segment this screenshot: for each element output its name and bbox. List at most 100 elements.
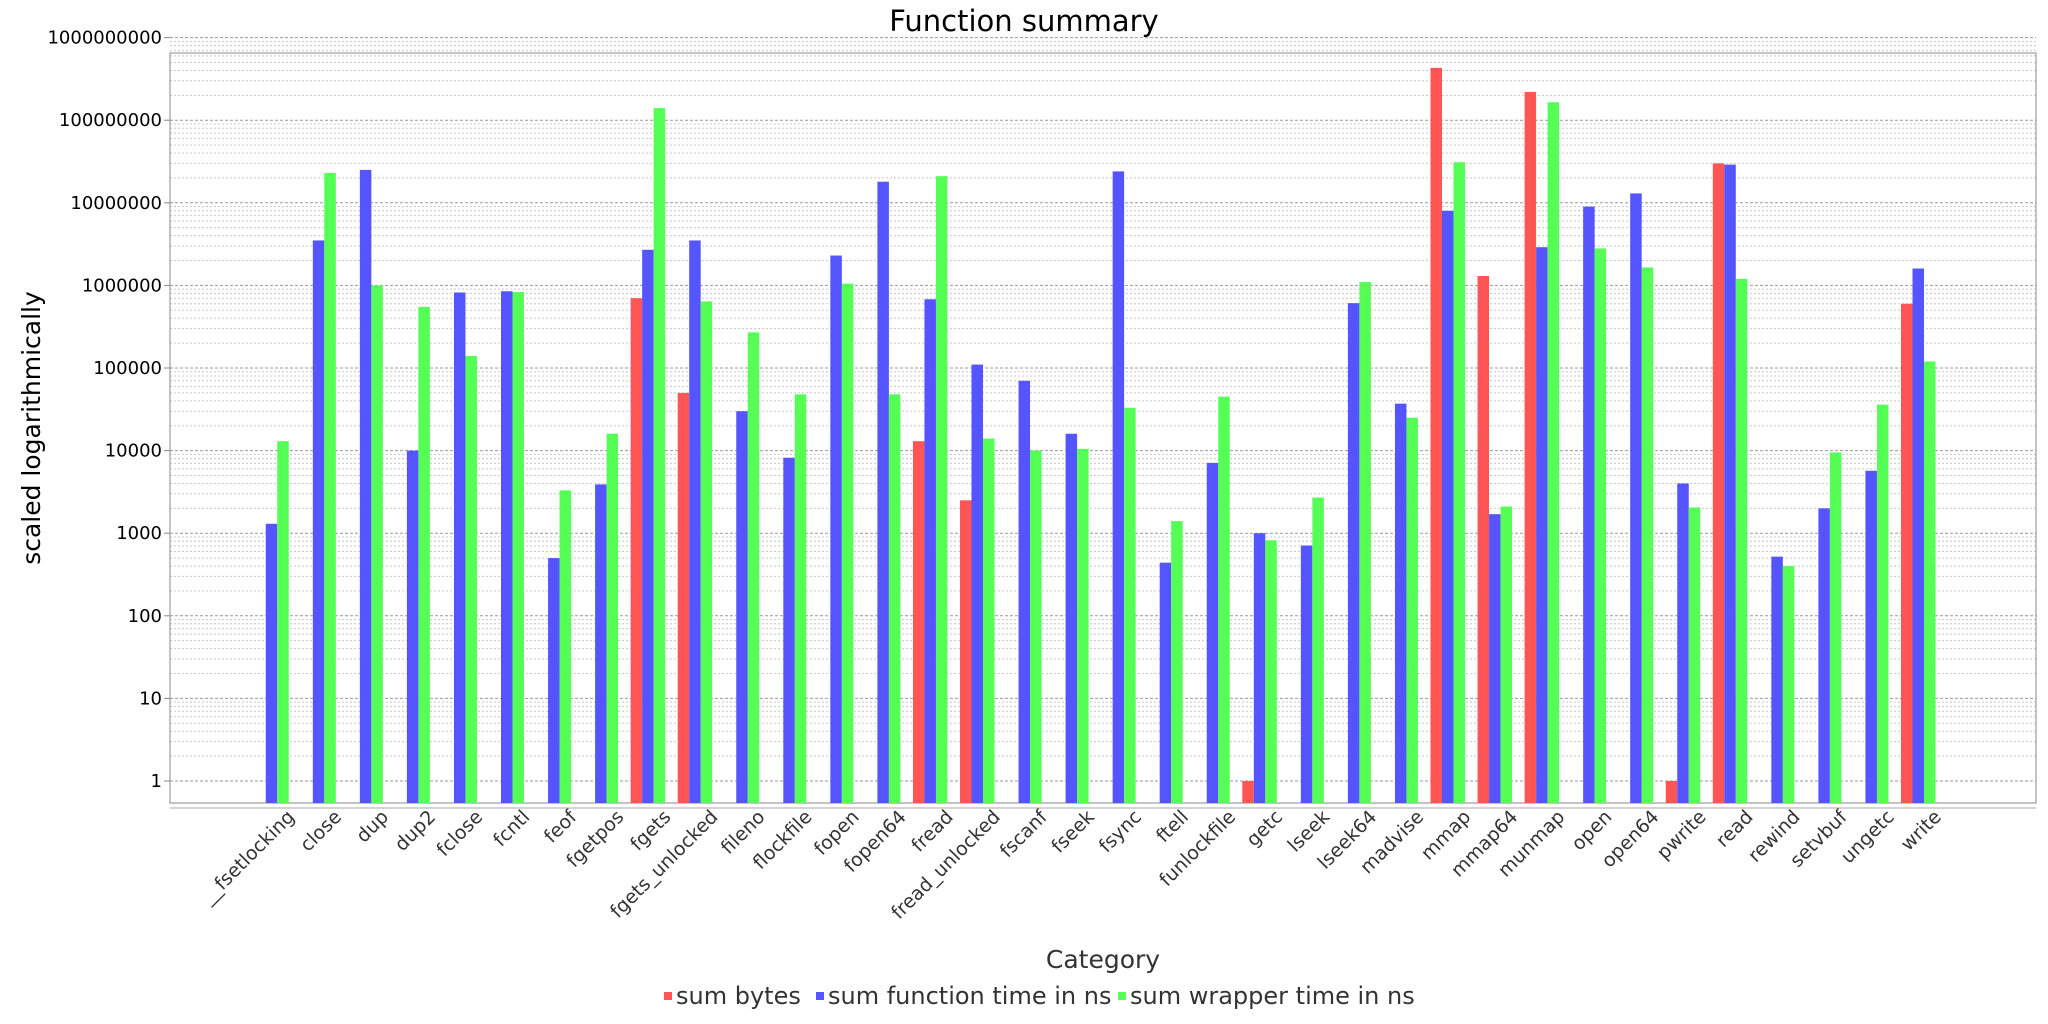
- x-tick-label: fscanf: [996, 805, 1053, 862]
- bar-__fsetlocking-2: [277, 441, 289, 803]
- bar-lseek-1: [1300, 545, 1313, 803]
- bar-fseek-1: [1065, 433, 1078, 803]
- bar-fgetpos-1: [595, 484, 607, 803]
- x-tick-label: ungetc: [1837, 806, 1899, 868]
- x-tick-label: close: [296, 806, 346, 856]
- bar-feof-2: [559, 490, 572, 803]
- bar-getc-1: [1253, 533, 1266, 803]
- bar-open64-1: [1630, 193, 1642, 803]
- bar-fread-2: [935, 176, 948, 803]
- bar-getc-0: [1242, 781, 1254, 803]
- bar-fsync-2: [1124, 407, 1136, 803]
- bar-pwrite-1: [1677, 483, 1689, 803]
- bar-mmap64-1: [1489, 514, 1501, 803]
- bar-fread_unlocked-2: [983, 438, 995, 803]
- bar-mmap-0: [1430, 67, 1442, 803]
- bar-funlockfile-1: [1206, 462, 1219, 803]
- bar-fread_unlocked-0: [960, 500, 972, 803]
- bar-flockfile-2: [794, 394, 807, 803]
- bar-mmap-2: [1453, 162, 1465, 803]
- bar-madvise-1: [1394, 403, 1407, 803]
- x-axis-label: Category: [1046, 945, 1160, 974]
- y-tick-label: 10000: [105, 441, 162, 462]
- bar-dup-1: [359, 169, 372, 803]
- bars-group: [265, 67, 1936, 804]
- bar-fgets-0: [630, 298, 643, 803]
- bar-pwrite-2: [1688, 507, 1701, 803]
- y-tick-label: 100: [128, 606, 162, 627]
- bar-dup2-1: [406, 450, 419, 803]
- y-tick-label: 10000000: [70, 193, 162, 214]
- bar-ungetc-1: [1865, 470, 1877, 803]
- bar-fgetpos-2: [606, 433, 619, 803]
- legend-label: sum wrapper time in ns: [1130, 982, 1415, 1010]
- bar-ftell-2: [1171, 521, 1183, 803]
- bar-fread_unlocked-1: [971, 364, 983, 803]
- bar-munmap-2: [1547, 102, 1560, 804]
- bar-fopen-2: [841, 283, 854, 803]
- x-tick-label: ftell: [1152, 806, 1193, 847]
- bar-fscanf-1: [1018, 380, 1031, 803]
- x-tick-label: __fsetlocking: [196, 806, 299, 909]
- bar-close-1: [312, 240, 325, 803]
- bar-__fsetlocking-1: [265, 523, 278, 803]
- bar-write-1: [1912, 268, 1924, 803]
- bar-fopen64-1: [877, 181, 889, 803]
- bar-pwrite-0: [1665, 781, 1678, 803]
- x-tick-label: fclose: [432, 806, 487, 861]
- bar-munmap-0: [1524, 91, 1537, 804]
- bar-write-2: [1924, 361, 1936, 803]
- x-tick-label: fseek: [1047, 806, 1099, 858]
- bar-dup-2: [371, 285, 383, 803]
- legend-swatch: [664, 992, 672, 1000]
- chart-title: Function summary: [889, 4, 1158, 38]
- bar-write-0: [1901, 303, 1913, 803]
- bar-mmap-1: [1442, 210, 1454, 804]
- x-tick-label: fsync: [1095, 806, 1146, 857]
- legend-swatch: [816, 992, 824, 1000]
- bar-dup2-2: [418, 306, 430, 803]
- bar-funlockfile-2: [1218, 396, 1230, 803]
- bar-open-1: [1583, 206, 1595, 803]
- bar-rewind-2: [1782, 566, 1795, 803]
- y-tick-label: 100000: [93, 358, 162, 379]
- x-tick-label: pwrite: [1653, 806, 1711, 864]
- bar-fscanf-2: [1030, 450, 1042, 803]
- bar-getc-2: [1265, 540, 1277, 803]
- bar-ungetc-2: [1876, 404, 1889, 803]
- bar-read-0: [1712, 163, 1725, 803]
- bar-feof-1: [548, 558, 560, 803]
- legend-swatch: [1118, 992, 1126, 1000]
- y-tick-label: 1000: [116, 523, 162, 544]
- legend-label: sum bytes: [676, 982, 801, 1010]
- bar-fileno-1: [736, 411, 748, 803]
- bar-fgets_unlocked-1: [689, 240, 701, 803]
- bar-fgets-1: [642, 249, 654, 803]
- bar-lseek-2: [1312, 497, 1324, 803]
- bar-setvbuf-2: [1829, 452, 1842, 803]
- bar-open64-2: [1641, 267, 1654, 803]
- bar-fopen64-2: [888, 394, 901, 803]
- bar-fcntl-1: [501, 291, 513, 803]
- legend-label: sum function time in ns: [828, 982, 1111, 1010]
- bar-munmap-1: [1536, 247, 1548, 803]
- y-tick-label: 1000000: [82, 275, 162, 296]
- bar-fgets_unlocked-0: [677, 392, 690, 803]
- plot-area-border: [169, 52, 2037, 804]
- bar-fread-0: [912, 441, 925, 803]
- bar-close-2: [324, 172, 336, 804]
- bar-flockfile-1: [783, 457, 795, 803]
- bar-lseek64-2: [1359, 281, 1371, 804]
- y-tick-label: 1000000000: [47, 28, 162, 49]
- bar-read-2: [1735, 278, 1748, 803]
- x-tick-label: write: [1896, 806, 1945, 855]
- bar-fgets-2: [653, 108, 666, 803]
- bar-mmap64-2: [1500, 506, 1513, 803]
- bar-lseek64-1: [1347, 303, 1360, 803]
- bar-fcntl-2: [512, 292, 524, 803]
- bar-fileno-2: [747, 332, 760, 803]
- x-tick-label: getc: [1242, 806, 1287, 851]
- y-tick-label: 100000000: [59, 110, 162, 131]
- bar-fseek-2: [1077, 448, 1089, 803]
